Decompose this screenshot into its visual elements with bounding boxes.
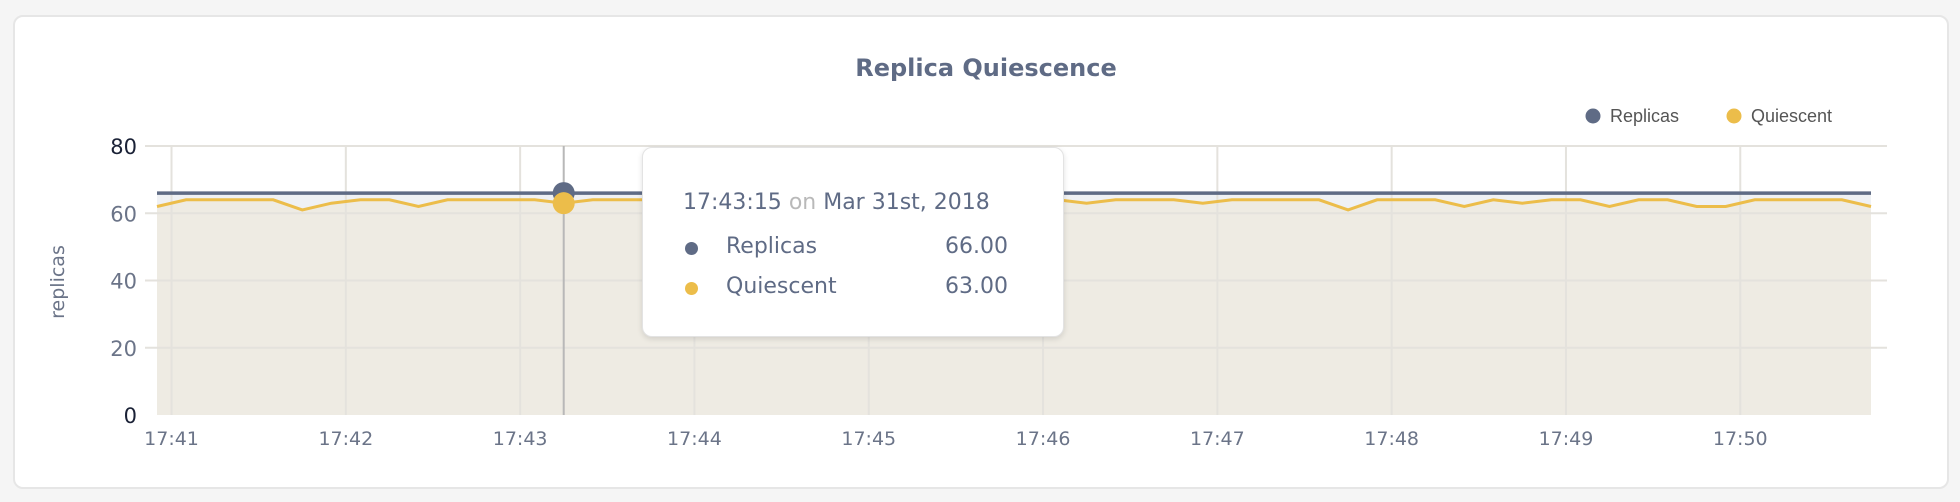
x-tick-label: 17:48 — [1364, 428, 1419, 450]
y-tick-label: 20 — [110, 337, 137, 361]
legend-quiescent-dot-icon — [1726, 108, 1742, 124]
x-tick-label: 17:41 — [144, 428, 199, 450]
chart-title: Replica Quiescence — [855, 54, 1117, 82]
legend-item-replicas: Replicas — [1610, 106, 1679, 126]
hover-point-quiescent — [552, 192, 575, 215]
x-tick-label: 17:44 — [667, 428, 722, 450]
tooltip-timestamp: 17:43:15 on Mar 31st, 2018 — [683, 190, 990, 215]
x-tick-label: 17:49 — [1539, 428, 1594, 450]
y-tick-label: 80 — [110, 135, 137, 159]
replicas-dot-icon — [685, 242, 698, 255]
tooltip-row-quiescent: Quiescent 63.00 — [683, 274, 1008, 304]
tooltip-row-replicas: Replicas 66.00 — [683, 234, 1008, 264]
x-tick-label: 17:43 — [493, 428, 548, 450]
legend-item-quiescent: Quiescent — [1751, 106, 1832, 126]
x-tick-label: 17:42 — [318, 428, 373, 450]
chart-tooltip: 17:43:15 on Mar 31st, 2018 Replicas 66.0… — [642, 147, 1064, 337]
x-tick-label: 17:45 — [841, 428, 896, 450]
tooltip-label: Quiescent — [726, 274, 837, 299]
tooltip-value: 66.00 — [945, 234, 1008, 259]
tooltip-on: on — [788, 190, 817, 215]
tooltip-label: Replicas — [726, 234, 818, 259]
tooltip-value: 63.00 — [945, 274, 1008, 299]
quiescent-dot-icon — [685, 282, 698, 295]
tooltip-date: Mar 31st, 2018 — [823, 190, 990, 215]
legend-replicas-dot-icon — [1585, 108, 1601, 124]
y-axis-label: replicas — [47, 245, 69, 319]
y-tick-label: 60 — [110, 202, 137, 226]
x-tick-label: 17:50 — [1713, 428, 1768, 450]
y-tick-label: 40 — [110, 270, 137, 294]
tooltip-time: 17:43:15 — [683, 190, 782, 215]
x-tick-label: 17:46 — [1016, 428, 1071, 450]
x-tick-label: 17:47 — [1190, 428, 1245, 450]
y-tick-label: 0 — [124, 404, 137, 428]
